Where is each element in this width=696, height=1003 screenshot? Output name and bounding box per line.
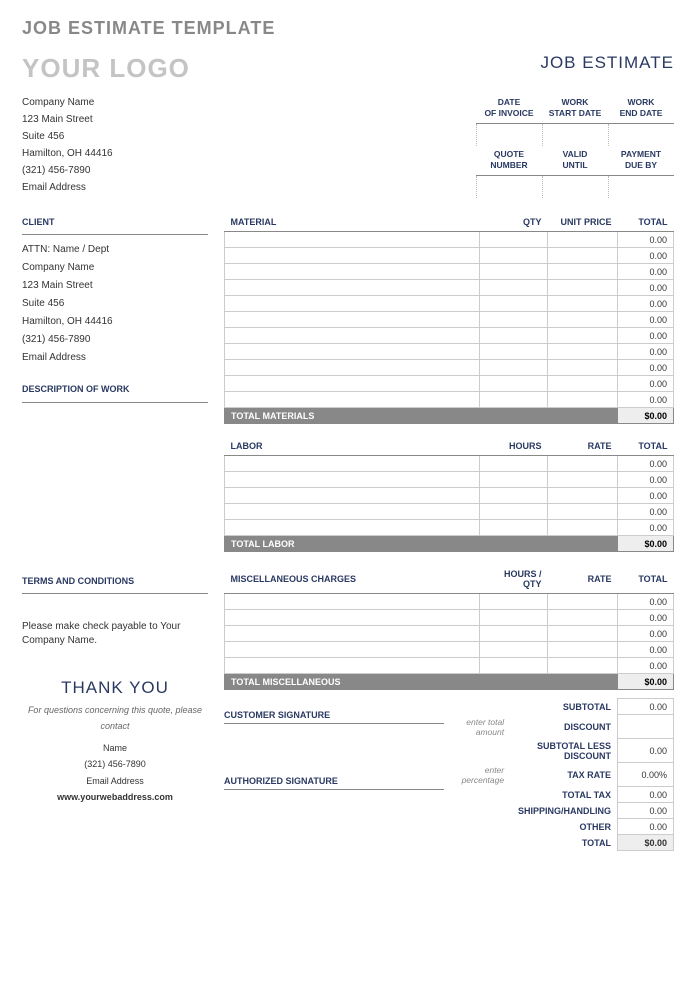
col-rate: RATE [548,438,618,456]
date-value[interactable] [542,176,608,198]
table-row[interactable]: 0.00 [225,296,674,312]
col-hours: HOURS [480,438,548,456]
table-row[interactable]: 0.00 [225,376,674,392]
col-labor: LABOR [225,438,480,456]
header-row: YOUR LOGO JOB ESTIMATE [22,53,674,84]
col-total: TOTAL [618,438,674,456]
client-attn: ATTN: Name / Dept [22,241,208,259]
date-header: DATEOF INVOICE [476,94,542,124]
materials-table: MATERIAL QTY UNIT PRICE TOTAL 0.000.000.… [224,214,674,424]
table-row[interactable]: 0.00 [225,488,674,504]
date-value[interactable] [608,176,674,198]
company-name: Company Name [22,94,113,111]
client-email: Email Address [22,349,208,367]
col-rate: RATE [548,566,618,594]
client-suite: Suite 456 [22,295,208,313]
company-block: Company Name 123 Main Street Suite 456 H… [22,94,113,198]
document-type: JOB ESTIMATE [540,53,674,73]
table-row[interactable]: 0.00 [225,312,674,328]
date-value[interactable] [608,124,674,146]
description-block: DESCRIPTION OF WORK [22,381,208,558]
labor-subtotal: TOTAL LABOR $0.00 [225,536,674,552]
date-value[interactable] [476,176,542,198]
table-row[interactable]: 0.00 [225,328,674,344]
date-value[interactable] [476,124,542,146]
contact-name: Name [22,740,208,756]
thank-you-block: THANK YOU For questions concerning this … [22,678,208,805]
table-row[interactable]: 0.00 [225,456,674,472]
main-grid: CLIENT ATTN: Name / Dept Company Name 12… [22,214,674,851]
left-column: CLIENT ATTN: Name / Dept Company Name 12… [22,214,208,851]
client-company: Company Name [22,259,208,277]
contact-email: Email Address [22,773,208,789]
client-label: CLIENT [22,214,208,235]
summary-table: SUBTOTAL0.00 enter total amountDISCOUNT … [454,698,674,851]
materials-subtotal: TOTAL MATERIALS $0.00 [225,408,674,424]
date-header: WORKSTART DATE [542,94,608,124]
date-header: VALIDUNTIL [542,146,608,176]
description-label: DESCRIPTION OF WORK [22,381,208,402]
date-header: PAYMENTDUE BY [608,146,674,176]
terms-block: TERMS AND CONDITIONS Please make check p… [22,573,208,648]
misc-table: MISCELLANEOUS CHARGES HOURS / QTY RATE T… [224,566,674,690]
date-grid-wrapper: DATEOF INVOICE WORKSTART DATE WORKEND DA… [476,94,674,198]
col-total: TOTAL [618,566,674,594]
misc-subtotal: TOTAL MISCELLANEOUS $0.00 [225,674,674,690]
contact-info: For questions concerning this quote, ple… [22,702,208,805]
contact-note: For questions concerning this quote, ple… [22,702,208,734]
date-header: QUOTENUMBER [476,146,542,176]
customer-signature[interactable]: CUSTOMER SIGNATURE [224,710,444,724]
table-row[interactable]: 0.00 [225,594,674,610]
date-header: WORKEND DATE [608,94,674,124]
table-row[interactable]: 0.00 [225,232,674,248]
table-row[interactable]: 0.00 [225,642,674,658]
table-row[interactable]: 0.00 [225,520,674,536]
date-value[interactable] [542,124,608,146]
top-section: Company Name 123 Main Street Suite 456 H… [22,94,674,198]
table-row[interactable]: 0.00 [225,472,674,488]
client-city: Hamilton, OH 44416 [22,313,208,331]
col-misc: MISCELLANEOUS CHARGES [225,566,480,594]
table-row[interactable]: 0.00 [225,280,674,296]
table-row[interactable]: 0.00 [225,626,674,642]
col-unit-price: UNIT PRICE [548,214,618,232]
thank-you: THANK YOU [22,678,208,698]
labor-table: LABOR HOURS RATE TOTAL 0.000.000.000.000… [224,438,674,552]
right-column: MATERIAL QTY UNIT PRICE TOTAL 0.000.000.… [224,214,674,851]
date-grid-2: QUOTENUMBER VALIDUNTIL PAYMENTDUE BY [476,146,674,198]
date-grid-1: DATEOF INVOICE WORKSTART DATE WORKEND DA… [476,94,674,146]
table-row[interactable]: 0.00 [225,392,674,408]
col-total: TOTAL [618,214,674,232]
client-phone: (321) 456-7890 [22,331,208,349]
table-row[interactable]: 0.00 [225,658,674,674]
contact-phone: (321) 456-7890 [22,756,208,772]
client-street: 123 Main Street [22,277,208,295]
company-phone: (321) 456-7890 [22,162,113,179]
table-row[interactable]: 0.00 [225,610,674,626]
company-city: Hamilton, OH 44416 [22,145,113,162]
client-block: CLIENT ATTN: Name / Dept Company Name 12… [22,214,208,367]
table-row[interactable]: 0.00 [225,344,674,360]
terms-text: Please make check payable to Your Compan… [22,620,208,648]
signature-column: CUSTOMER SIGNATURE AUTHORIZED SIGNATURE [224,694,444,851]
page-title: JOB ESTIMATE TEMPLATE [22,18,674,39]
authorized-signature[interactable]: AUTHORIZED SIGNATURE [224,776,444,790]
company-suite: Suite 456 [22,128,113,145]
logo-placeholder: YOUR LOGO [22,53,190,84]
company-email: Email Address [22,179,113,196]
contact-web: www.yourwebaddress.com [22,789,208,805]
col-qty: QTY [480,214,548,232]
table-row[interactable]: 0.00 [225,360,674,376]
col-material: MATERIAL [225,214,480,232]
table-row[interactable]: 0.00 [225,504,674,520]
terms-label: TERMS AND CONDITIONS [22,573,208,594]
table-row[interactable]: 0.00 [225,264,674,280]
table-row[interactable]: 0.00 [225,248,674,264]
col-hours-qty: HOURS / QTY [480,566,548,594]
company-street: 123 Main Street [22,111,113,128]
